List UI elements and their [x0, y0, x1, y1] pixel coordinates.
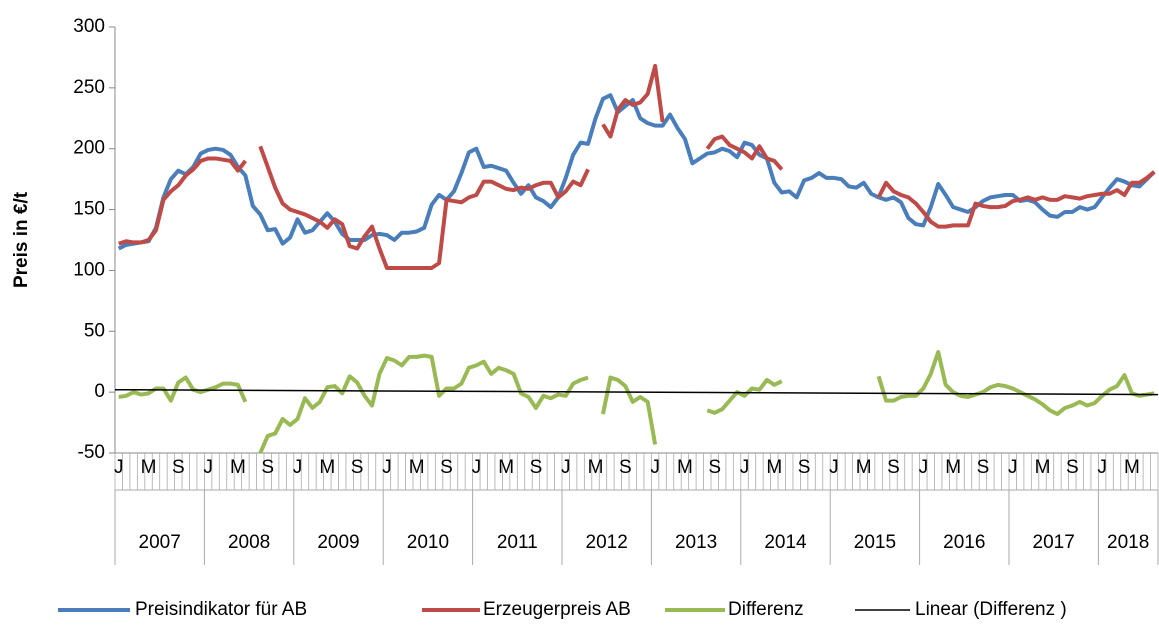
y-tick-label: 200 [73, 138, 105, 159]
year-label: 2013 [675, 532, 717, 553]
trend-line [114, 388, 1159, 396]
year-label: 2008 [228, 532, 270, 553]
x-tick-label: M [766, 457, 782, 478]
x-tick-label: S [708, 457, 721, 478]
x-tick-label: J [203, 457, 213, 478]
x-tick-label: J [650, 457, 660, 478]
year-label: 2009 [317, 532, 359, 553]
x-tick-label: S [172, 457, 185, 478]
x-tick-label: J [472, 457, 482, 478]
x-tick-label: M [319, 457, 335, 478]
x-tick-label: M [588, 457, 604, 478]
x-tick-label: J [293, 457, 303, 478]
x-tick-label: M [230, 457, 246, 478]
y-axis-title: Preis in €/t [11, 191, 32, 288]
x-tick-label: J [919, 457, 929, 478]
y-tick-label: -50 [78, 442, 105, 463]
year-label: 2016 [943, 532, 985, 553]
year-label: 2014 [764, 532, 807, 553]
year-label: 2012 [586, 532, 628, 553]
x-tick-label: M [1035, 457, 1051, 478]
x-tick-label: M [856, 457, 872, 478]
y-tick-label: 50 [84, 320, 105, 341]
x-tick-label: J [382, 457, 392, 478]
series-line [117, 93, 1156, 251]
x-tick-label: J [561, 457, 571, 478]
y-tick-label: 250 [73, 77, 105, 98]
year-label: 2017 [1033, 532, 1075, 553]
series-line [118, 63, 1156, 270]
year-label: 2018 [1107, 532, 1149, 553]
year-label: 2011 [497, 532, 538, 553]
x-tick-label: M [498, 457, 514, 478]
x-tick-label: S [977, 457, 990, 478]
x-tick-label: J [829, 457, 839, 478]
x-tick-label: S [351, 457, 364, 478]
legend-label: Linear (Differenz ) [915, 599, 1067, 620]
series-line [118, 349, 1155, 454]
year-label: 2007 [139, 532, 181, 553]
x-tick-label: M [677, 457, 693, 478]
x-tick-label: M [409, 457, 425, 478]
y-tick-label: 300 [73, 16, 105, 37]
x-tick-label: S [619, 457, 632, 478]
y-tick-label: 100 [73, 259, 105, 280]
x-tick-label: S [798, 457, 811, 478]
year-label: 2015 [854, 532, 896, 553]
x-tick-label: J [740, 457, 750, 478]
y-tick-label: 150 [73, 199, 105, 220]
x-tick-label: M [141, 457, 157, 478]
x-tick-label: J [1008, 457, 1018, 478]
x-tick-label: S [530, 457, 543, 478]
x-tick-label: J [114, 457, 124, 478]
legend-label: Preisindikator für AB [135, 599, 307, 620]
x-tick-label: S [887, 457, 900, 478]
x-tick-label: M [945, 457, 961, 478]
legend-label: Differenz [728, 599, 804, 620]
x-tick-label: M [1124, 457, 1140, 478]
x-tick-label: S [1066, 457, 1079, 478]
x-tick-label: S [261, 457, 274, 478]
x-tick-label: S [440, 457, 453, 478]
legend-label: Erzeugerpreis AB [483, 599, 631, 620]
x-tick-label: J [1097, 457, 1107, 478]
y-tick-label: 0 [94, 381, 105, 402]
year-label: 2010 [407, 532, 449, 553]
